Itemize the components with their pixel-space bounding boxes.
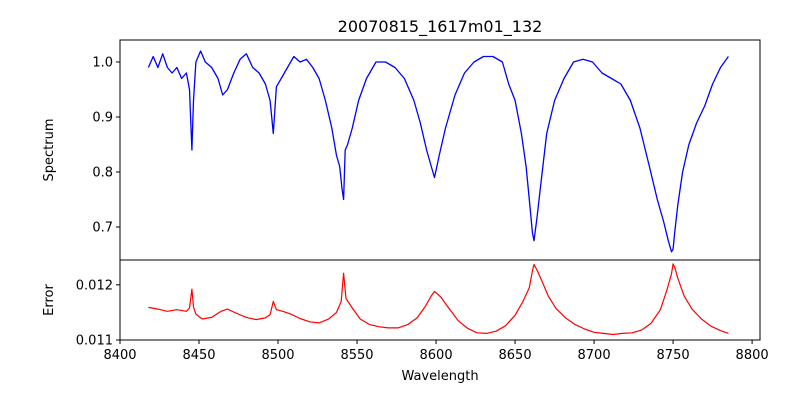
y-tick-label: 0.011 bbox=[76, 334, 113, 349]
spectrum-y-ticks: 0.7 0.8 0.9 1.0 bbox=[92, 56, 120, 236]
chart-title: 20070815_1617m01_132 bbox=[338, 17, 543, 37]
x-tick-label: 8450 bbox=[182, 348, 215, 363]
x-tick-label: 8700 bbox=[578, 348, 611, 363]
error-y-ticks: 0.011 0.012 bbox=[76, 278, 120, 349]
error-series-line bbox=[148, 263, 729, 336]
error-y-axis-label: Error bbox=[42, 284, 57, 316]
y-tick-label: 0.7 bbox=[92, 221, 113, 236]
x-tick-label: 8600 bbox=[420, 348, 453, 363]
x-tick-label: 8550 bbox=[340, 348, 373, 363]
y-tick-label: 0.8 bbox=[92, 166, 113, 181]
x-ticks: 8400 8450 8500 8550 8600 8650 8700 8750 8800 bbox=[103, 340, 769, 363]
y-tick-label: 1.0 bbox=[92, 56, 113, 71]
x-tick-label: 8500 bbox=[261, 348, 294, 363]
y-tick-label: 0.012 bbox=[76, 278, 113, 293]
spectrum-y-axis-label: Spectrum bbox=[42, 119, 57, 182]
error-plot-frame bbox=[119, 259, 761, 341]
x-tick-label: 8750 bbox=[657, 348, 690, 363]
y-tick-label: 0.9 bbox=[92, 111, 113, 126]
x-tick-label: 8650 bbox=[499, 348, 532, 363]
x-axis-label: Wavelength bbox=[401, 369, 478, 384]
spectrum-series-line bbox=[147, 50, 729, 253]
x-tick-label: 8800 bbox=[736, 348, 769, 363]
x-tick-label: 8400 bbox=[103, 348, 136, 363]
